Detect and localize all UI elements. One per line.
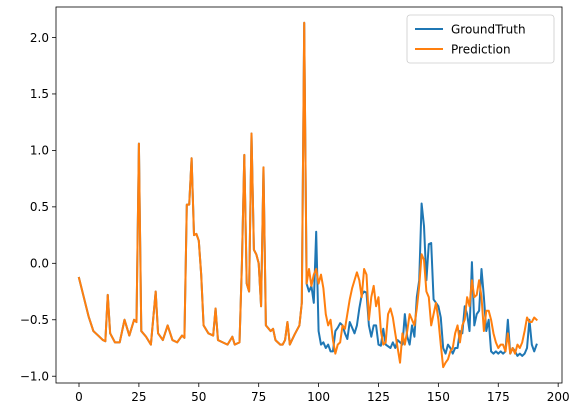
y-tick-label: 2.0 <box>30 31 49 45</box>
y-tick-label: −0.5 <box>20 313 49 327</box>
x-tick-label: 200 <box>547 390 570 404</box>
legend: GroundTruth Prediction <box>406 14 555 64</box>
x-axis: 0 25 50 75 100 125 150 175 200 <box>75 383 570 404</box>
legend-box <box>406 14 555 64</box>
x-tick-label: 150 <box>427 390 450 404</box>
series-layer <box>77 21 539 369</box>
legend-label-groundtruth: GroundTruth <box>451 22 526 36</box>
x-tick-label: 0 <box>75 390 83 404</box>
y-tick-label: 0.5 <box>30 200 49 214</box>
x-tick-label: 75 <box>251 390 266 404</box>
x-tick-label: 50 <box>191 390 206 404</box>
y-tick-label: 1.0 <box>30 144 49 158</box>
x-tick-label: 175 <box>487 390 510 404</box>
x-tick-label: 25 <box>131 390 146 404</box>
y-tick-label: 1.5 <box>30 87 49 101</box>
series-line-prediction <box>77 21 539 369</box>
x-tick-label: 100 <box>307 390 330 404</box>
x-tick-label: 125 <box>367 390 390 404</box>
y-tick-label: 0.0 <box>30 257 49 271</box>
y-axis: −1.0 −0.5 0.0 0.5 1.0 1.5 2.0 <box>20 31 56 384</box>
legend-label-prediction: Prediction <box>451 42 511 56</box>
axes-frame <box>55 6 563 384</box>
y-tick-label: −1.0 <box>20 370 49 384</box>
